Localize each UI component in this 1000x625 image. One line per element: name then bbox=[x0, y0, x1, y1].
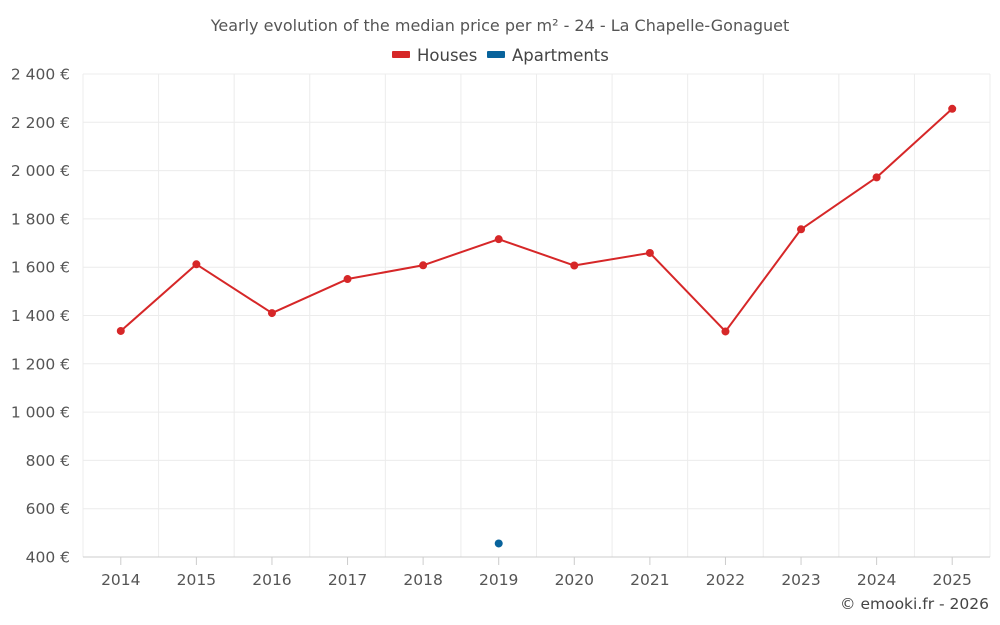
data-point-houses[interactable] bbox=[267, 309, 276, 318]
legend-label-houses: Houses bbox=[417, 46, 477, 65]
x-tick-label: 2019 bbox=[479, 571, 518, 589]
data-point-houses[interactable] bbox=[419, 261, 428, 270]
data-point-houses[interactable] bbox=[872, 173, 881, 182]
y-tick-label: 1 200 € bbox=[11, 355, 70, 373]
y-tick-label: 1 000 € bbox=[11, 404, 70, 422]
data-point-houses[interactable] bbox=[721, 327, 730, 336]
data-point-houses[interactable] bbox=[116, 326, 125, 335]
y-tick-label: 800 € bbox=[26, 452, 70, 470]
y-tick-label: 1 800 € bbox=[11, 210, 70, 228]
y-tick-label: 1 600 € bbox=[11, 259, 70, 277]
legend-item-apartments[interactable]: Apartments bbox=[487, 46, 609, 65]
y-tick-label: 600 € bbox=[26, 500, 70, 518]
x-tick-label: 2024 bbox=[857, 571, 896, 589]
y-tick-label: 2 200 € bbox=[11, 114, 70, 132]
x-tick-label: 2025 bbox=[932, 571, 971, 589]
legend-swatch-houses bbox=[392, 51, 410, 58]
grid bbox=[82, 73, 991, 557]
x-tick-label: 2018 bbox=[403, 571, 442, 589]
x-tick-label: 2023 bbox=[781, 571, 820, 589]
axes: 400 € 600 € 800 € 1 000 € 1 200 € 1 400 € 1 60… bbox=[11, 66, 990, 589]
y-tick-label: 1 400 € bbox=[11, 307, 70, 325]
x-tick-label: 2015 bbox=[177, 571, 216, 589]
y-tick-label: 2 400 € bbox=[11, 66, 70, 84]
series-line-houses bbox=[120, 108, 953, 333]
data-point-houses[interactable] bbox=[797, 225, 806, 234]
legend-label-apartments: Apartments bbox=[512, 46, 609, 65]
credit-text: © emooki.fr - 2026 bbox=[840, 595, 989, 613]
data-point-houses[interactable] bbox=[948, 104, 957, 113]
x-tick-label: 2021 bbox=[630, 571, 669, 589]
data-point-houses[interactable] bbox=[645, 248, 654, 257]
x-tick-label: 2016 bbox=[252, 571, 291, 589]
chart-title: Yearly evolution of the median price per… bbox=[210, 16, 790, 35]
x-tick-label: 2020 bbox=[555, 571, 594, 589]
y-tick-label: 400 € bbox=[26, 549, 70, 567]
data-point-houses[interactable] bbox=[192, 260, 201, 269]
legend-swatch-apartments bbox=[487, 51, 505, 58]
y-tick-label: 2 000 € bbox=[11, 162, 70, 180]
data-point-houses[interactable] bbox=[570, 261, 579, 270]
legend: Houses Apartments bbox=[392, 46, 609, 65]
data-point-houses[interactable] bbox=[343, 275, 352, 284]
series bbox=[116, 104, 957, 548]
x-tick-label: 2017 bbox=[328, 571, 367, 589]
x-tick-label: 2022 bbox=[706, 571, 745, 589]
legend-item-houses[interactable]: Houses bbox=[392, 46, 477, 65]
data-point-apartments[interactable] bbox=[494, 539, 503, 548]
data-point-houses[interactable] bbox=[494, 235, 503, 244]
x-tick-label: 2014 bbox=[101, 571, 140, 589]
